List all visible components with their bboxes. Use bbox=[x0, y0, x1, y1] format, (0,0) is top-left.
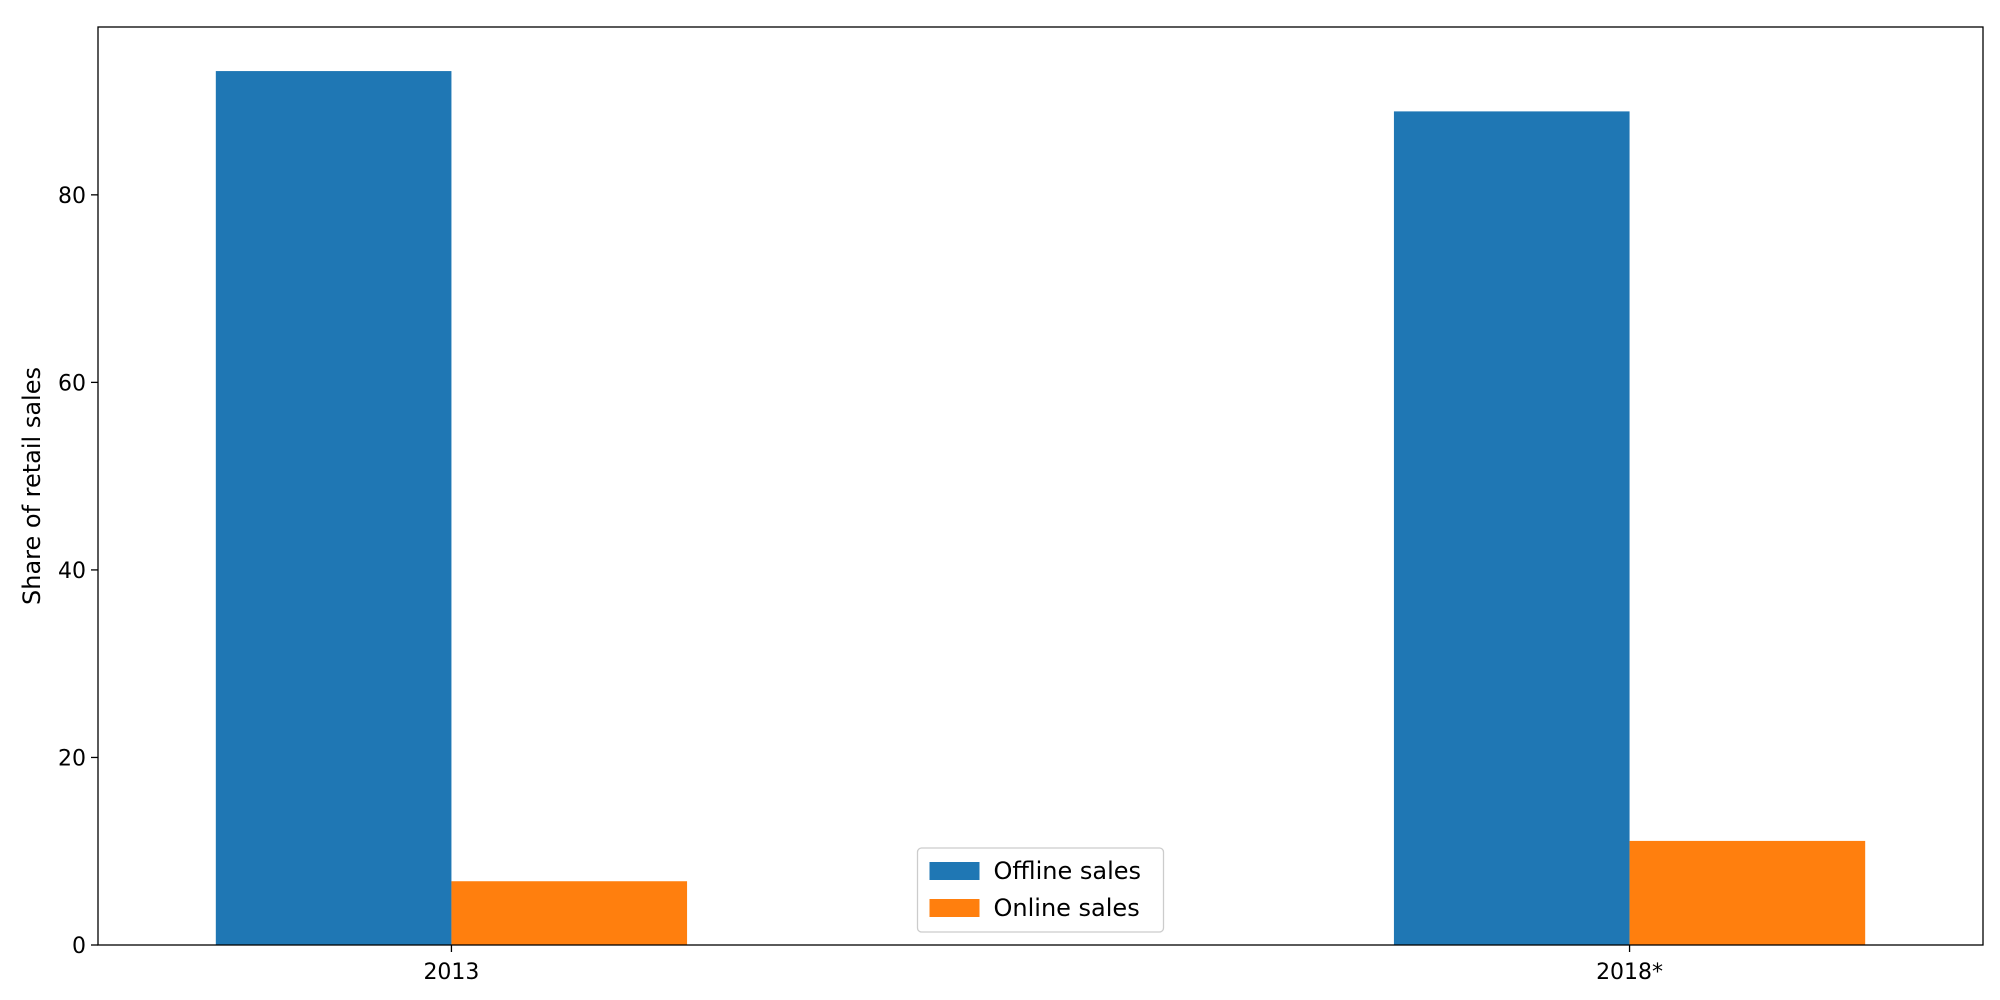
y-axis-label: Share of retail sales bbox=[18, 367, 46, 605]
legend-label-offline-sales: Offline sales bbox=[994, 857, 1142, 885]
plot-frame bbox=[97, 26, 1984, 946]
y-tick-label-0: 0 bbox=[72, 934, 86, 959]
x-tick-label-2013: 2013 bbox=[423, 960, 479, 985]
y-tick-label-60: 60 bbox=[58, 371, 86, 396]
legend-label-online-sales: Online sales bbox=[994, 894, 1140, 922]
legend-swatch-offline-sales bbox=[929, 862, 980, 880]
legend: Offline sales Online sales bbox=[916, 847, 1165, 933]
x-tick-label-2018: 2018* bbox=[1596, 960, 1663, 985]
y-tick-label-20: 20 bbox=[58, 746, 86, 771]
bars-layer bbox=[215, 71, 1866, 946]
y-axis: 0 20 40 60 80 bbox=[58, 184, 98, 959]
y-tick-label-40: 40 bbox=[58, 559, 86, 584]
y-tick-label-80: 80 bbox=[58, 184, 86, 209]
bar-offline-sales-2018 bbox=[1393, 111, 1630, 946]
bar-online-sales-2018 bbox=[1629, 840, 1866, 945]
legend-swatch-online-sales bbox=[929, 899, 980, 917]
x-axis: 2013 2018* bbox=[423, 945, 1663, 985]
bar-offline-sales-2013 bbox=[215, 71, 452, 945]
bar-online-sales-2013 bbox=[451, 881, 688, 945]
